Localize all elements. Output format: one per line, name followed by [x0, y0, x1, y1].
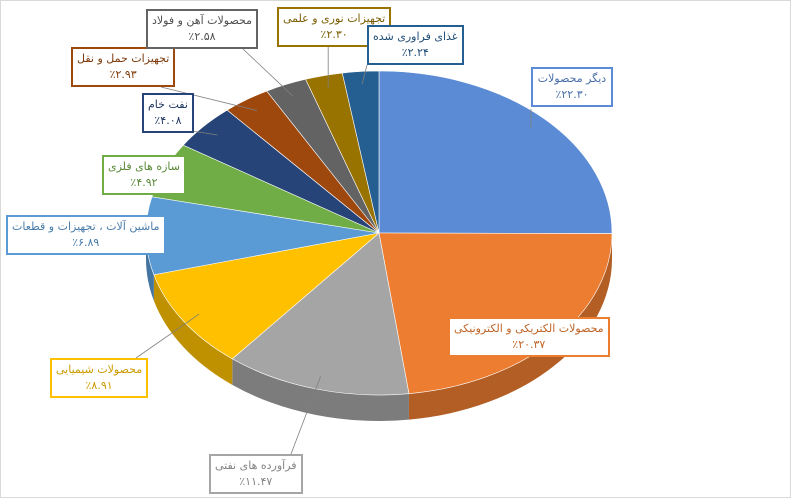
value-label: ٪۲.۹۳	[109, 68, 137, 81]
value-label: ٪۱۱.۴۷	[239, 475, 273, 488]
value-label: ٪۲.۵۸	[188, 30, 216, 43]
category-label: فرآورده های نفتی	[215, 459, 297, 472]
leader-line	[361, 64, 368, 85]
category-label: تجهیزات نوری و علمی	[283, 12, 386, 25]
category-label: نفت خام	[148, 98, 188, 111]
slice	[378, 232, 613, 394]
value-label: ٪۲.۳۰	[320, 28, 348, 41]
category-label: تجهیزات حمل و نقل	[77, 52, 170, 65]
category-label: غذای فراوری شده	[373, 30, 458, 43]
category-label: محصولات آهن و فولاد	[152, 14, 252, 27]
category-label: ماشین آلات ، تجهیزات و قطعات	[12, 220, 160, 233]
data-label: نفت خام ٪۴.۰۸	[142, 93, 194, 133]
value-label: ٪۶.۸۹	[72, 236, 100, 249]
data-label: محصولات آهن و فولاد ٪۲.۵۸	[146, 9, 258, 49]
value-label: ٪۲.۲۴	[401, 46, 429, 59]
leader-line	[242, 48, 294, 97]
leader-line	[160, 86, 257, 111]
data-label: دیگر محصولات ٪۲۲.۳۰	[531, 67, 613, 107]
value-label: ٪۴.۹۲	[130, 176, 158, 189]
slice-side	[146, 233, 154, 301]
data-label: غذای فراوری شده ٪۲.۲۴	[367, 25, 464, 65]
category-label: محصولات شیمیایی	[56, 363, 143, 376]
leader-line	[191, 130, 218, 136]
value-label: ٪۲۲.۳۰	[555, 88, 589, 101]
category-label: سازه های فلزی	[108, 160, 180, 173]
value-label: ٪۸.۹۱	[85, 379, 113, 392]
category-label: محصولات الکتریکی و الکترونیکی	[454, 322, 604, 335]
leader-line	[290, 376, 321, 455]
data-label: فرآورده های نفتی ٪۱۱.۴۷	[209, 454, 303, 494]
category-label: دیگر محصولات	[537, 72, 607, 85]
data-label: سازه های فلزی ٪۴.۹۲	[102, 155, 186, 195]
slice-side	[153, 274, 233, 385]
value-label: ٪۲۰.۳۷	[512, 338, 546, 351]
data-label: محصولات الکتریکی و الکترونیکی ٪۲۰.۳۷	[448, 317, 610, 357]
data-label: محصولات شیمیایی ٪۸.۹۱	[50, 358, 149, 398]
data-label: ماشین آلات ، تجهیزات و قطعات ٪۶.۸۹	[6, 215, 166, 255]
slice	[341, 70, 380, 234]
value-label: ٪۴.۰۸	[154, 114, 182, 127]
slice	[378, 70, 613, 234]
leader-line	[135, 313, 200, 359]
data-label: تجهیزات حمل و نقل ٪۲.۹۳	[71, 47, 176, 87]
